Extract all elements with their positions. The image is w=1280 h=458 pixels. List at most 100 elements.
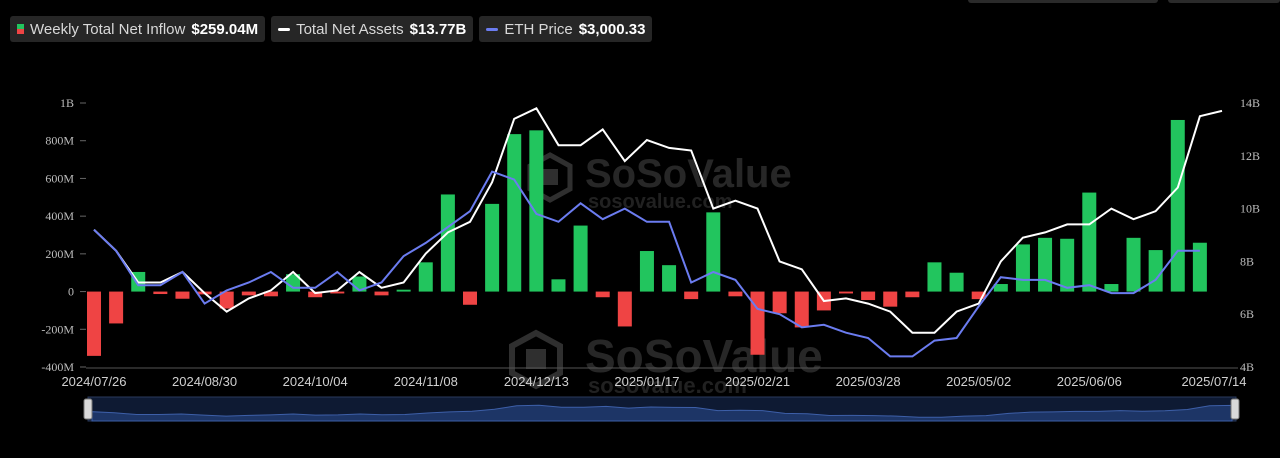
legend-value: $13.77B: [409, 20, 467, 38]
bar-net-inflow[interactable]: [529, 130, 544, 292]
bar-net-inflow[interactable]: [883, 291, 898, 307]
bar-net-inflow[interactable]: [927, 262, 942, 292]
toolbar-button-right[interactable]: [1168, 0, 1280, 3]
bar-net-inflow[interactable]: [839, 291, 853, 294]
bar-net-inflow[interactable]: [551, 279, 566, 292]
legend-item-net-inflow[interactable]: Weekly Total Net Inflow $259.04M: [10, 16, 266, 42]
bar-net-inflow[interactable]: [1192, 242, 1207, 292]
navigator-mini-line: [91, 404, 1233, 422]
bar-net-inflow[interactable]: [993, 284, 1008, 292]
toolbar-button-left[interactable]: [968, 0, 1158, 3]
legend: Weekly Total Net Inflow $259.04M Total N…: [10, 16, 653, 42]
bar-net-inflow[interactable]: [772, 291, 787, 314]
x-tick-label: 2025/06/06: [1057, 374, 1122, 389]
bar-net-inflow[interactable]: [750, 291, 765, 355]
bar-net-inflow[interactable]: [396, 289, 411, 292]
legend-item-eth-price[interactable]: ETH Price $3,000.33: [479, 16, 653, 42]
bar-net-inflow[interactable]: [684, 291, 699, 300]
y-right-tick-label: 6B: [1240, 307, 1254, 321]
bar-net-inflow[interactable]: [794, 291, 809, 328]
x-tick-label: 2025/05/02: [946, 374, 1011, 389]
bar-net-inflow[interactable]: [728, 291, 743, 297]
legend-value: $3,000.33: [578, 20, 646, 38]
bar-net-inflow[interactable]: [617, 291, 632, 327]
y-right-tick-label: 4B: [1240, 360, 1254, 374]
x-tick-label: 2024/07/26: [61, 374, 126, 389]
bar-net-inflow[interactable]: [219, 291, 234, 309]
bar-net-inflow[interactable]: [971, 291, 986, 300]
legend-label: Total Net Assets: [296, 20, 404, 38]
bar-net-inflow[interactable]: [861, 291, 876, 301]
x-tick-label: 2024/12/13: [504, 374, 569, 389]
bar-net-inflow[interactable]: [418, 262, 433, 292]
legend-item-net-assets[interactable]: Total Net Assets $13.77B: [271, 16, 474, 42]
bar-net-inflow[interactable]: [330, 291, 345, 294]
bar-net-inflow[interactable]: [1148, 250, 1163, 292]
y-left-tick-label: 200M: [45, 247, 74, 261]
bar-net-inflow[interactable]: [463, 291, 477, 305]
watermark-brand: SoSoValue: [585, 330, 823, 382]
bar-net-inflow[interactable]: [109, 291, 124, 324]
y-axis-right: 14B 12B 10B 8B 6B 4B: [1240, 96, 1260, 374]
y-left-tick-label: 400M: [45, 209, 74, 223]
x-tick-label: 2025/01/17: [614, 374, 679, 389]
navigator-handle-right[interactable]: [1230, 398, 1240, 420]
bar-net-inflow[interactable]: [639, 251, 654, 292]
x-tick-label: 2024/11/08: [394, 374, 458, 389]
bar-net-inflow[interactable]: [1126, 237, 1141, 292]
bar-swatch-icon: [17, 24, 24, 34]
bar-net-inflow[interactable]: [241, 291, 256, 296]
x-tick-label: 2025/03/28: [836, 374, 901, 389]
bar-net-inflow[interactable]: [1015, 244, 1030, 292]
watermark-brand: SoSoValue: [585, 152, 792, 196]
y-right-tick-label: 14B: [1240, 96, 1260, 110]
line-total-net-assets: [93, 107, 1223, 334]
bar-net-inflow[interactable]: [949, 272, 964, 292]
bar-net-inflow[interactable]: [573, 225, 588, 292]
bar-net-inflow[interactable]: [1082, 192, 1097, 292]
bar-net-inflow[interactable]: [595, 291, 610, 298]
line-swatch-icon: [486, 27, 499, 31]
x-tick-label: 2025/07/14: [1181, 374, 1246, 389]
y-axis-left: 1B 800M 600M 400M 200M 0 -200M -400M: [41, 96, 86, 374]
bar-net-inflow[interactable]: [1060, 238, 1075, 292]
y-left-tick-label: 1B: [60, 96, 74, 110]
line-eth-price: [93, 170, 1200, 358]
bar-net-inflow[interactable]: [374, 291, 389, 296]
bar-net-inflow[interactable]: [706, 212, 721, 292]
bar-net-inflow[interactable]: [662, 265, 677, 292]
bar-net-inflow[interactable]: [1038, 237, 1053, 292]
watermark-group: SoSoValue sosovalue.com SoSoValue sosova…: [509, 152, 823, 398]
bar-net-inflow[interactable]: [440, 194, 455, 292]
y-left-tick-label: 600M: [45, 171, 74, 185]
y-left-tick-label: -200M: [41, 322, 74, 336]
bar-net-inflow[interactable]: [507, 134, 522, 292]
y-right-tick-label: 12B: [1240, 149, 1260, 163]
bar-net-inflow[interactable]: [1170, 119, 1185, 292]
legend-label: Weekly Total Net Inflow: [30, 20, 186, 38]
range-navigator[interactable]: [83, 396, 1240, 422]
x-tick-label: 2025/02/21: [725, 374, 790, 389]
navigator-handle-left[interactable]: [83, 398, 93, 420]
bar-net-inflow[interactable]: [175, 291, 190, 299]
bars-group: [87, 119, 1207, 356]
bar-net-inflow[interactable]: [308, 291, 323, 298]
watermark-url: sosovalue.com: [588, 373, 747, 398]
bar-net-inflow[interactable]: [153, 291, 168, 295]
line-swatch-icon: [278, 27, 291, 31]
bar-net-inflow[interactable]: [87, 291, 101, 356]
bar-net-inflow[interactable]: [1104, 284, 1119, 292]
x-axis-ticks: 2024/07/26 2024/08/30 2024/10/04 2024/11/08…: [61, 374, 1246, 389]
y-left-tick-label: 800M: [45, 134, 74, 148]
bar-net-inflow[interactable]: [905, 291, 920, 298]
bar-net-inflow[interactable]: [485, 203, 500, 292]
bar-net-inflow[interactable]: [263, 291, 278, 297]
x-tick-label: 2024/08/30: [172, 374, 237, 389]
x-tick-label: 2024/10/04: [283, 374, 348, 389]
watermark-logo-icon: [509, 329, 563, 390]
y-left-tick-label: -400M: [41, 360, 74, 374]
watermark-url: sosovalue.com: [588, 191, 733, 213]
y-right-tick-label: 10B: [1240, 202, 1260, 216]
y-right-tick-label: 8B: [1240, 254, 1254, 268]
